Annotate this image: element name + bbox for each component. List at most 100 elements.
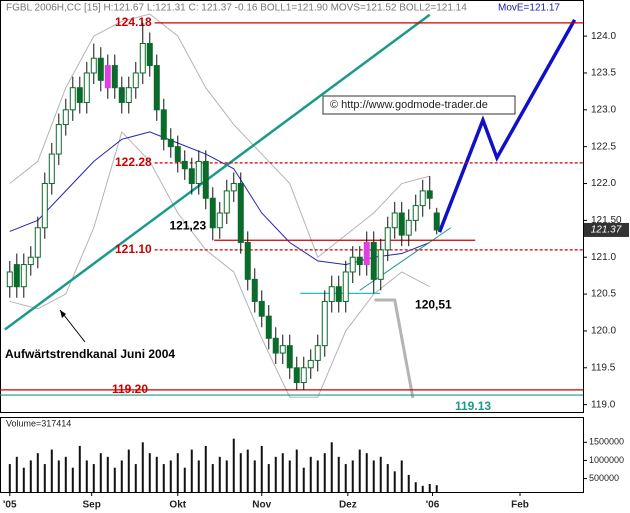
candle-body [230,183,237,192]
volume-bar [386,464,389,492]
volume-bar [344,464,347,492]
candle-body [328,286,335,302]
candle-body [363,241,370,266]
header: FGBL 2006H,CC [15] H:121.67 L:121.31 C: … [6,3,467,14]
volume-tick-label: 1500000 [589,437,624,447]
x-tick-label: Nov [252,500,271,511]
volume-label: Volume=317414 [6,418,71,428]
candle-body [209,197,216,229]
candle-body [258,300,265,317]
volume-bar [288,460,291,492]
volume-bar [190,449,193,492]
candle-body [279,345,286,354]
x-tick-label: Dez [339,500,357,511]
candle-body [321,300,328,347]
candle-body [377,249,384,280]
volume-bar [337,456,340,492]
candle-body [300,367,307,384]
copyright-box [322,95,516,115]
candle-body [48,153,55,185]
volume-bar [141,442,144,492]
candle-body [181,160,188,170]
y-tick-label: 122.0 [591,178,616,189]
volume-bar [323,453,326,492]
y-tick-label: 122.5 [591,141,616,152]
volume-tick-label: 1000000 [589,455,624,465]
candle-body [55,124,62,155]
volume-bar [309,456,312,492]
volume-bar [365,453,368,492]
candle-body [405,219,412,236]
level-label: 121.10 [115,242,152,256]
volume-bar [15,456,18,492]
volume-bar [253,460,256,492]
candle-body [139,42,146,74]
volume-bar [358,449,361,492]
candle-body [118,87,125,103]
candle-body [27,256,34,266]
candle-body [62,109,69,126]
y-tick-label: 120.0 [591,326,616,337]
candle-body [132,72,139,89]
x-tick-label: '05 [3,500,17,511]
volume-bar [400,460,403,492]
volume-bar [246,449,249,492]
volume-bar [379,456,382,492]
line [359,227,452,291]
volume-bar [267,464,270,492]
volume-panel [0,417,584,493]
candle-body [97,57,104,81]
line [374,298,415,399]
volume-bar [414,482,417,492]
volume-bar [71,467,74,492]
candle-body [391,212,398,229]
candle-body [13,264,20,288]
volume-bar [421,485,424,492]
candle-body [69,87,76,111]
candle-body [167,138,174,148]
candle-body [349,256,356,273]
volume-bar [22,467,25,492]
level-label: 119.20 [112,382,148,396]
line [4,13,431,331]
volume-bar [50,449,53,492]
candle-body [174,146,181,162]
volume-bar [85,460,88,492]
volume-bar [43,464,46,492]
line [9,13,430,259]
volume-bar [29,460,32,492]
level-label: 121,23 [169,218,206,232]
candle-body [419,190,426,207]
candle-body [426,190,433,199]
candle-body [6,271,13,288]
volume-bar [218,456,221,492]
volume-bar [134,464,137,492]
channel-label: Aufwärtstrendkanal Juni 2004 [5,347,175,361]
candle-body [41,183,48,229]
volume-bar [260,445,263,492]
candle-body [307,359,314,369]
volume-bar [113,467,116,492]
candle-body [83,72,90,103]
volume-bar [225,460,228,492]
candle-body [370,241,377,280]
header-ma: MovE=121.17 [498,3,560,14]
volume-bar [176,453,179,492]
volume-bar [78,445,81,492]
candle-body [398,212,405,236]
candle-body [356,256,363,266]
price-panel [0,0,584,413]
volume-bar [127,449,130,492]
candle-body [153,65,160,111]
y-tick-label: 120.5 [591,289,616,300]
candle-body [76,87,83,103]
candle-body [272,337,279,354]
y-tick-label: 119.0 [591,399,616,410]
volume-bar [351,460,354,492]
y-tick-label: 119.5 [591,362,616,373]
x-tick-label: Feb [511,500,529,511]
candle-body [216,212,223,229]
candle-body [335,286,342,302]
candle-body [237,183,244,243]
